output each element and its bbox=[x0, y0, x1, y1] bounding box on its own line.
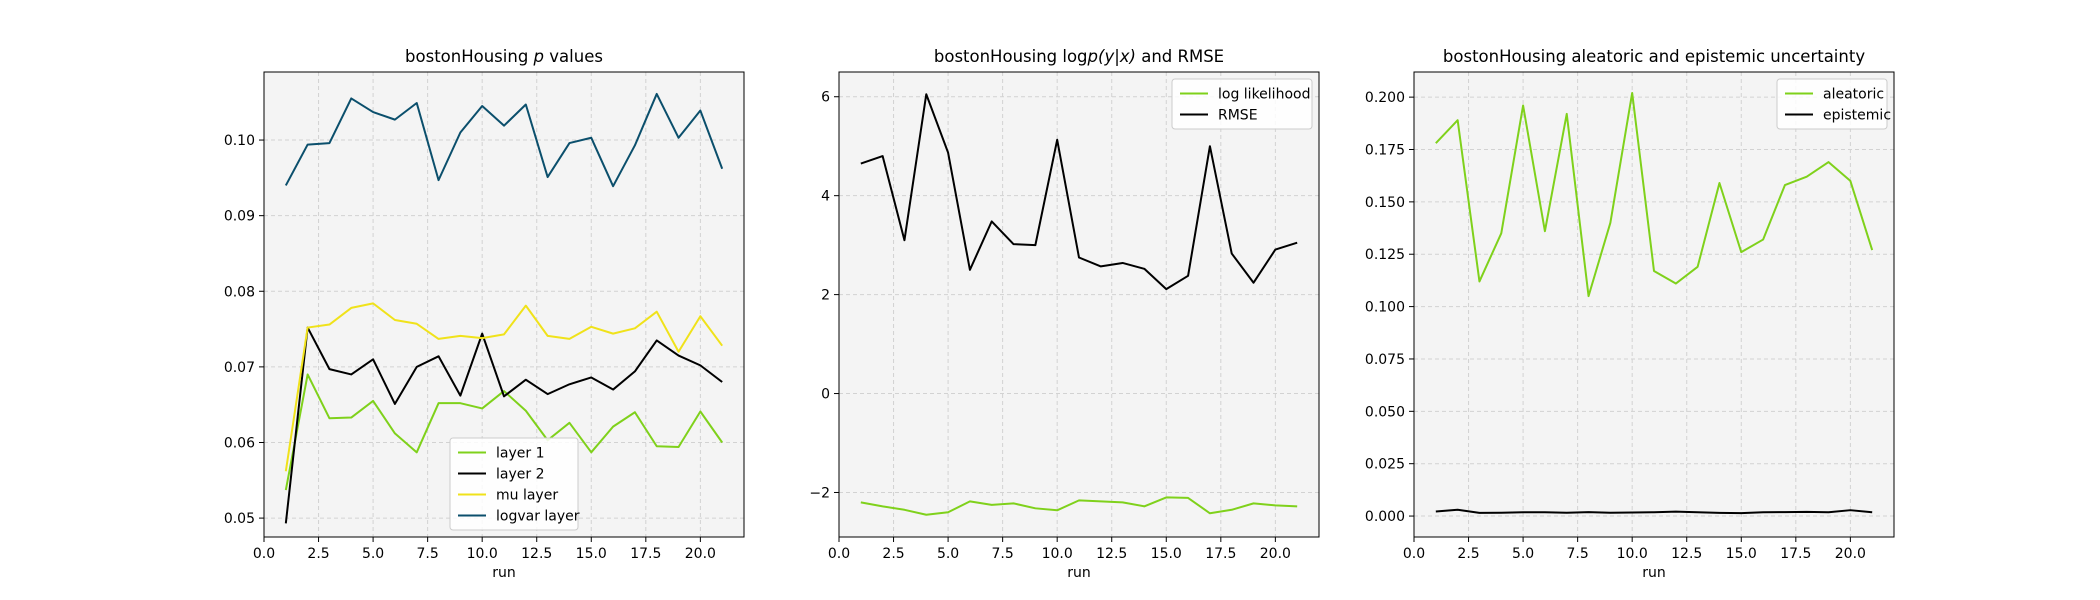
legend-label: layer 2 bbox=[496, 467, 544, 483]
chart-title: bostonHousing aleatoric and epistemic un… bbox=[1443, 47, 1865, 66]
x-tick-label: 15.0 bbox=[576, 546, 607, 562]
legend: aleatoric epistemic bbox=[1776, 78, 1891, 130]
x-tick-label: 15.0 bbox=[1151, 546, 1182, 562]
chart-title-suffix: values bbox=[544, 47, 603, 66]
chart-title: bostonHousing logp(y|x) and RMSE bbox=[934, 47, 1224, 66]
plot-area bbox=[1414, 72, 1894, 537]
y-tick-label: 0.08 bbox=[224, 284, 255, 300]
x-axis-label: run bbox=[1642, 565, 1666, 581]
y-tick-label: 0.075 bbox=[1365, 352, 1405, 368]
legend-box bbox=[1776, 78, 1888, 130]
legend-box bbox=[449, 437, 579, 531]
x-tick-label: 2.5 bbox=[882, 546, 904, 562]
y-tick-label: 0.06 bbox=[224, 435, 255, 451]
y-tick-label: 0.05 bbox=[224, 511, 255, 527]
grid bbox=[839, 72, 1319, 537]
x-tick-label: 10.0 bbox=[1042, 546, 1073, 562]
y-tick-label: 4 bbox=[821, 189, 830, 205]
y-tick-label: 6 bbox=[821, 90, 830, 106]
x-axis-label: run bbox=[492, 565, 516, 581]
y-tick-label: 0.10 bbox=[224, 133, 255, 149]
x-tick-label: 17.5 bbox=[630, 546, 661, 562]
chart-title-text: bostonHousing bbox=[405, 47, 534, 66]
x-tick-label: 17.5 bbox=[1780, 546, 1811, 562]
x-tick-label: 5.0 bbox=[362, 546, 384, 562]
chart-title-math: p(y|x) bbox=[1087, 47, 1136, 66]
series-line-layer-1 bbox=[284, 373, 723, 491]
legend-label: layer 1 bbox=[496, 446, 544, 462]
y-tick-label: 0.07 bbox=[224, 360, 255, 376]
x-tick-label: 20.0 bbox=[1260, 546, 1291, 562]
x-tick-label: 7.5 bbox=[992, 546, 1014, 562]
x-tick-label: 0.0 bbox=[828, 546, 850, 562]
chart-title-text: bostonHousing aleatoric and epistemic un… bbox=[1443, 47, 1865, 66]
x-tick-label: 12.5 bbox=[1671, 546, 1702, 562]
x-tick-label: 0.0 bbox=[253, 546, 275, 562]
series-line-aleatoric bbox=[1435, 91, 1874, 298]
legend-label: epistemic bbox=[1823, 108, 1891, 124]
series-line-layer-2 bbox=[284, 326, 723, 524]
x-tick-label: 20.0 bbox=[1835, 546, 1866, 562]
series-line-logvar-layer bbox=[284, 92, 724, 188]
x-tick-label: 12.5 bbox=[1096, 546, 1127, 562]
series-line-log-likelihood bbox=[860, 496, 1298, 516]
y-tick-label: 0.09 bbox=[224, 209, 255, 225]
axes-frame bbox=[263, 71, 745, 538]
x-tick-label: 12.5 bbox=[521, 546, 552, 562]
x-tick-label: 10.0 bbox=[467, 546, 498, 562]
chart-title-suffix: and RMSE bbox=[1136, 47, 1224, 66]
x-tick-label: 15.0 bbox=[1726, 546, 1757, 562]
legend-label: log likelihood bbox=[1218, 87, 1310, 103]
x-tick-label: 5.0 bbox=[1512, 546, 1534, 562]
legend: layer 1 layer 2 mu layer logvar layer bbox=[449, 437, 580, 531]
x-tick-label: 20.0 bbox=[685, 546, 716, 562]
axes-frame bbox=[1413, 71, 1895, 538]
x-tick-label: 5.0 bbox=[937, 546, 959, 562]
x-tick-label: 0.0 bbox=[1403, 546, 1425, 562]
y-tick-label: −2 bbox=[809, 485, 830, 501]
y-tick-label: 0.150 bbox=[1365, 195, 1405, 211]
legend-label: aleatoric bbox=[1823, 87, 1884, 103]
y-tick-label: 0.125 bbox=[1365, 247, 1405, 263]
chart-title: bostonHousing p values bbox=[405, 47, 603, 66]
y-tick-label: 0.200 bbox=[1365, 90, 1405, 106]
x-tick-label: 2.5 bbox=[307, 546, 329, 562]
legend-box bbox=[1171, 78, 1313, 130]
y-tick-label: 0.050 bbox=[1365, 404, 1405, 420]
series-line-epistemic bbox=[1435, 508, 1873, 515]
x-tick-label: 10.0 bbox=[1617, 546, 1648, 562]
plot-area bbox=[839, 72, 1319, 537]
grid bbox=[1414, 72, 1894, 537]
x-tick-label: 17.5 bbox=[1205, 546, 1236, 562]
y-tick-label: 2 bbox=[821, 288, 830, 304]
series-line-RMSE bbox=[860, 93, 1298, 291]
legend-label: mu layer bbox=[496, 488, 558, 504]
y-tick-label: 0.000 bbox=[1365, 509, 1405, 525]
chart-1: 0.0 2.5 5.0 7.5 10.0 12.5 15.0 17.5 20.0 0.05 0.06… bbox=[224, 47, 745, 581]
series-line-mu-layer bbox=[284, 302, 723, 472]
axes-frame bbox=[838, 71, 1320, 538]
x-tick-label: 7.5 bbox=[1567, 546, 1589, 562]
chart-title-math: p bbox=[533, 47, 544, 66]
x-axis-label: run bbox=[1067, 565, 1091, 581]
legend-label: RMSE bbox=[1218, 108, 1258, 124]
legend-label: logvar layer bbox=[496, 509, 580, 525]
y-tick-label: 0.175 bbox=[1365, 143, 1405, 159]
x-tick-label: 7.5 bbox=[417, 546, 439, 562]
x-tick-label: 2.5 bbox=[1457, 546, 1479, 562]
chart-title-text: bostonHousing log bbox=[934, 47, 1088, 66]
chart-2: 0.0 2.5 5.0 7.5 10.0 12.5 15.0 17.5 20.0 −2 0 2 4 6 ru… bbox=[809, 47, 1320, 581]
legend: log likelihood RMSE bbox=[1171, 78, 1313, 130]
y-tick-label: 0.100 bbox=[1365, 300, 1405, 316]
y-tick-label: 0.025 bbox=[1365, 457, 1405, 473]
y-tick-label: 0 bbox=[821, 387, 830, 403]
chart-3: 0.0 2.5 5.0 7.5 10.0 12.5 15.0 17.5 20.0 0.000 0.0… bbox=[1365, 47, 1895, 581]
